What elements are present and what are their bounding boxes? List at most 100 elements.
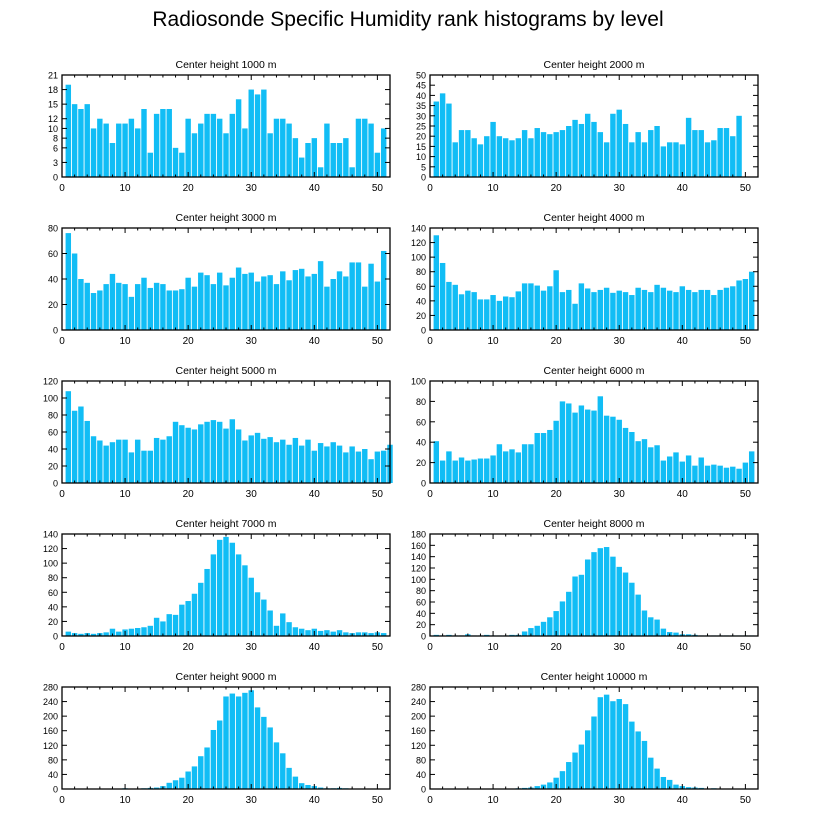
y-tick-label: 35 bbox=[416, 101, 426, 111]
histogram-bar bbox=[261, 716, 267, 789]
histogram-bar bbox=[591, 410, 597, 483]
histogram-bar bbox=[153, 437, 160, 483]
y-tick-label: 40 bbox=[416, 770, 426, 780]
panel-title: Center height 8000 m bbox=[544, 518, 645, 530]
x-tick-label: 0 bbox=[427, 336, 433, 347]
histogram-bar bbox=[490, 121, 496, 177]
histogram-bar bbox=[223, 428, 229, 483]
histogram-bar bbox=[273, 118, 280, 177]
histogram-bar bbox=[477, 144, 484, 177]
x-tick-label: 20 bbox=[551, 642, 563, 653]
histogram-bar bbox=[477, 299, 484, 330]
histogram-bar bbox=[578, 744, 585, 789]
x-tick-label: 40 bbox=[309, 336, 321, 347]
histogram-bar bbox=[317, 630, 324, 636]
histogram-bar bbox=[324, 286, 330, 330]
histogram-bar bbox=[172, 780, 179, 789]
histogram-bar bbox=[317, 443, 324, 483]
histogram-bar bbox=[298, 445, 305, 483]
x-tick-label: 50 bbox=[372, 795, 384, 806]
histogram-bar bbox=[698, 457, 704, 483]
histogram-bar bbox=[730, 466, 736, 483]
histogram-bar bbox=[261, 276, 267, 330]
histogram-bar bbox=[717, 289, 723, 330]
y-tick-label: 45 bbox=[416, 81, 426, 91]
histogram-bar bbox=[210, 729, 217, 789]
histogram-bar bbox=[433, 101, 440, 177]
histogram-bar bbox=[355, 451, 362, 483]
y-tick-label: 40 bbox=[48, 275, 58, 285]
histogram-bar bbox=[547, 134, 553, 177]
histogram-bar bbox=[349, 167, 355, 177]
y-tick-label: 0 bbox=[421, 479, 426, 489]
histogram-bar bbox=[597, 548, 604, 636]
histogram-bar bbox=[160, 109, 166, 177]
histogram-bar bbox=[584, 559, 591, 636]
histogram-bar bbox=[559, 771, 566, 789]
histogram-bar bbox=[103, 284, 109, 330]
x-tick-label: 40 bbox=[309, 642, 321, 653]
histogram-bar bbox=[648, 447, 654, 483]
histogram-bar bbox=[166, 614, 172, 636]
histogram-bar bbox=[553, 777, 559, 789]
histogram-bar bbox=[210, 113, 217, 177]
histogram-bar bbox=[103, 445, 109, 483]
histogram-bar bbox=[185, 771, 191, 789]
x-tick-label: 0 bbox=[59, 183, 65, 194]
histogram-bar bbox=[229, 419, 236, 483]
histogram-bar bbox=[566, 289, 572, 330]
histogram-bar bbox=[591, 121, 597, 177]
y-tick-label: 100 bbox=[43, 559, 58, 569]
histogram-bar bbox=[502, 451, 509, 483]
x-tick-label: 40 bbox=[309, 183, 321, 194]
y-tick-label: 20 bbox=[48, 462, 58, 472]
histogram-bar bbox=[78, 406, 84, 483]
histogram-bar bbox=[179, 425, 185, 483]
histogram-bar bbox=[97, 440, 103, 483]
histogram-bar bbox=[509, 297, 515, 330]
histogram-bar bbox=[616, 566, 622, 636]
histogram-bar bbox=[223, 536, 229, 636]
x-tick-label: 10 bbox=[488, 489, 500, 500]
x-tick-label: 10 bbox=[120, 642, 132, 653]
histogram-bar bbox=[566, 762, 572, 789]
histogram-bar bbox=[324, 446, 330, 483]
histogram-bar bbox=[374, 152, 381, 177]
histogram-bar bbox=[723, 128, 730, 177]
x-tick-label: 10 bbox=[488, 183, 500, 194]
y-tick-label: 30 bbox=[416, 111, 426, 121]
histogram-bar bbox=[153, 282, 160, 330]
y-tick-label: 5 bbox=[421, 162, 426, 172]
histogram-bar bbox=[673, 784, 679, 789]
histogram-bar bbox=[610, 701, 616, 789]
histogram-bar bbox=[622, 292, 629, 330]
histogram-bar bbox=[160, 439, 166, 483]
histogram-bar bbox=[465, 130, 471, 177]
histogram-bar bbox=[90, 633, 97, 636]
histogram-bar bbox=[458, 130, 465, 177]
histogram-bar bbox=[298, 157, 305, 177]
histogram-bar bbox=[660, 776, 667, 789]
histogram-bar bbox=[458, 457, 465, 483]
histogram-bar bbox=[311, 450, 318, 483]
x-tick-label: 50 bbox=[740, 795, 752, 806]
histogram-bar bbox=[172, 147, 179, 177]
histogram-bar bbox=[496, 300, 503, 330]
histogram-bar bbox=[439, 460, 446, 483]
histogram-bar bbox=[198, 582, 204, 636]
histogram-bar bbox=[166, 436, 172, 483]
histogram-bar bbox=[248, 690, 254, 789]
x-tick-label: 40 bbox=[309, 795, 321, 806]
y-tick-label: 40 bbox=[48, 445, 58, 455]
histogram-bar bbox=[261, 89, 267, 177]
histogram-bar bbox=[128, 452, 135, 483]
histogram-bar bbox=[666, 779, 673, 789]
histogram-bar bbox=[198, 272, 204, 330]
histogram-bar bbox=[660, 460, 667, 483]
y-tick-label: 10 bbox=[416, 152, 426, 162]
histogram-bar bbox=[122, 123, 128, 177]
y-tick-label: 200 bbox=[43, 712, 58, 722]
x-tick-label: 10 bbox=[488, 336, 500, 347]
histogram-bar bbox=[116, 282, 122, 330]
y-tick-label: 40 bbox=[48, 770, 58, 780]
